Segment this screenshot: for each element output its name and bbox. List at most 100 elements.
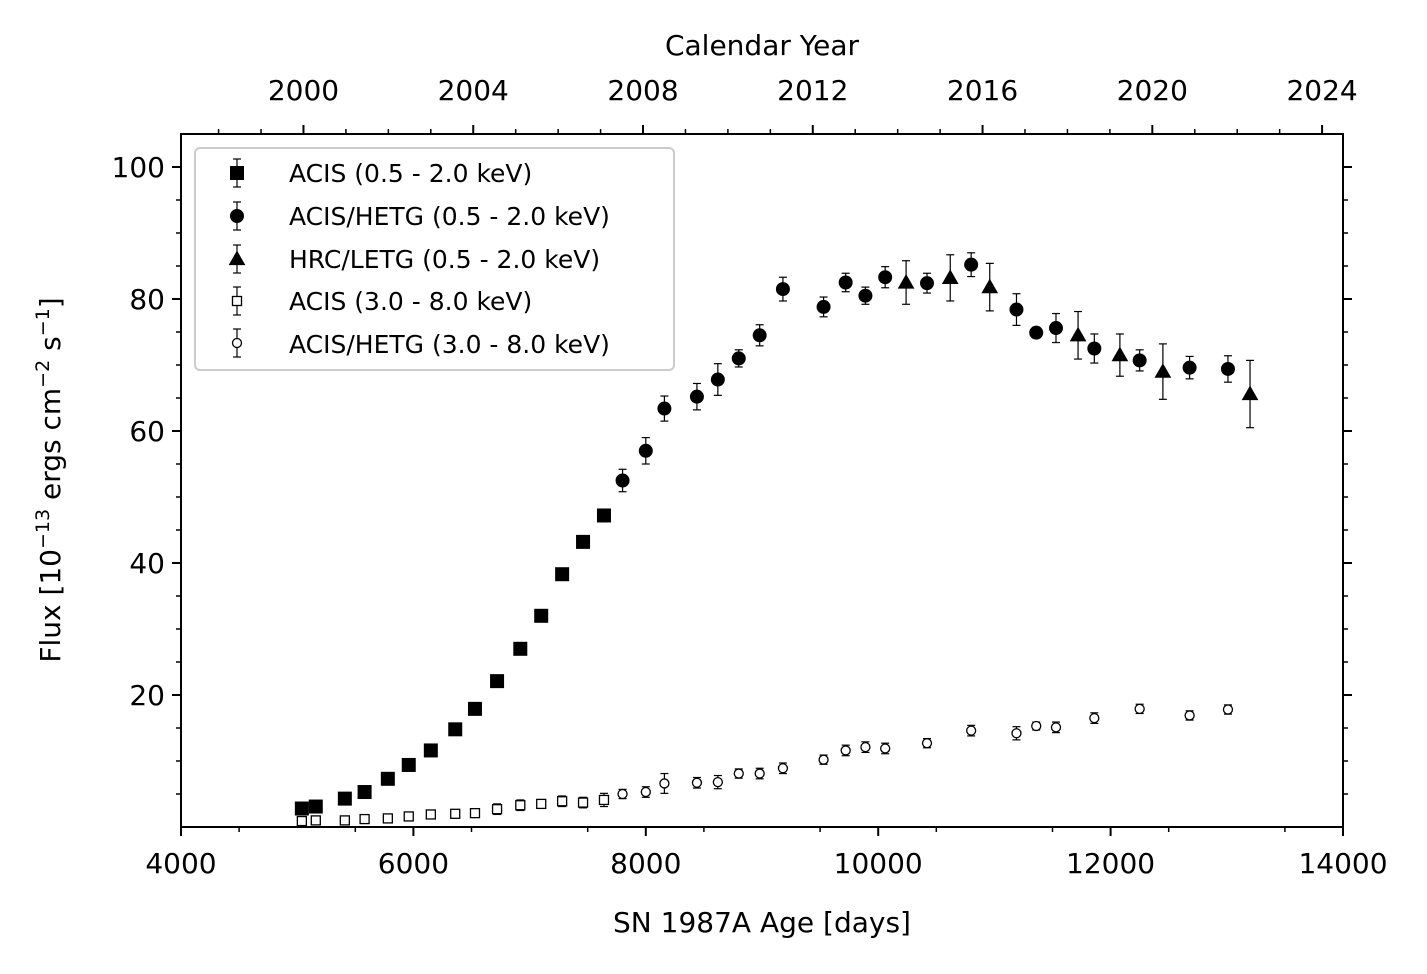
data-point	[1220, 361, 1235, 376]
data-point	[615, 473, 630, 488]
y-tick-label: 20	[129, 679, 165, 712]
data-point	[659, 778, 670, 789]
data-point	[981, 278, 999, 294]
legend-label-hetg-soft: ACIS/HETG (0.5 - 2.0 keV)	[289, 202, 610, 231]
data-point	[598, 794, 610, 806]
data-point	[467, 701, 482, 716]
data-point	[878, 270, 893, 285]
y-tick-label: 60	[129, 415, 165, 448]
x-tick-label: 6000	[378, 847, 449, 880]
data-point	[357, 785, 372, 800]
data-point	[359, 813, 370, 825]
data-point	[731, 351, 746, 366]
top-tick-label: 2020	[1117, 74, 1188, 107]
data-point	[966, 725, 977, 736]
data-point	[490, 674, 505, 689]
data-point	[752, 328, 767, 343]
top-tick-label: 2016	[947, 74, 1018, 107]
data-point	[337, 791, 352, 806]
x-tick-label: 4000	[145, 847, 216, 880]
data-point	[775, 282, 790, 297]
x-tick-label: 8000	[610, 847, 681, 880]
series-2	[897, 254, 1259, 429]
data-point	[754, 768, 765, 779]
y-axis-title: Flux [10−13 ergs cm−2 s−1]	[32, 297, 67, 662]
data-point	[401, 757, 416, 772]
legend-box	[194, 147, 675, 371]
top-tick-label: 2000	[268, 74, 339, 107]
data-point	[964, 257, 979, 272]
legend-label-acis-soft: ACIS (0.5 - 2.0 keV)	[289, 159, 532, 188]
legend-marker	[230, 209, 244, 223]
data-point	[1089, 712, 1100, 724]
data-point	[536, 798, 547, 810]
data-point	[555, 567, 570, 582]
data-point	[450, 808, 461, 819]
data-point	[640, 786, 651, 798]
legend-markers	[228, 158, 246, 358]
data-point	[733, 768, 744, 779]
series-1	[615, 252, 1235, 493]
y-tick-label: 100	[112, 151, 165, 184]
axis-ticks	[172, 125, 1352, 836]
data-point	[1011, 728, 1022, 739]
legend-marker	[228, 250, 246, 266]
x-tick-label: 12000	[1066, 847, 1155, 880]
data-point	[296, 815, 307, 827]
data-point	[638, 443, 653, 458]
top-tick-label: 2004	[438, 74, 509, 107]
data-point	[1031, 720, 1042, 732]
data-point	[596, 508, 611, 523]
data-point	[310, 815, 321, 826]
data-point	[576, 534, 591, 549]
legend-marker	[231, 295, 243, 307]
data-point	[880, 743, 891, 754]
data-point	[777, 763, 789, 774]
data-point	[691, 777, 703, 788]
data-point	[710, 372, 725, 387]
data-point	[1241, 385, 1259, 401]
data-point	[816, 299, 831, 314]
data-marks	[294, 252, 1259, 827]
plot-frame	[180, 133, 1344, 828]
data-point	[1182, 360, 1197, 375]
data-point	[1087, 341, 1102, 356]
data-point	[1184, 710, 1195, 721]
data-point	[1132, 353, 1147, 368]
x-tick-label: 14000	[1298, 847, 1387, 880]
data-point	[339, 815, 350, 826]
data-point	[689, 389, 704, 404]
legend: ACIS (0.5 - 2.0 keV) ACIS/HETG (0.5 - 2.…	[194, 147, 675, 371]
data-point	[1048, 321, 1063, 336]
legend-label-letg-soft: HRC/LETG (0.5 - 2.0 keV)	[289, 245, 600, 274]
data-point	[556, 796, 568, 807]
top-axis-title: Calendar Year	[665, 29, 860, 62]
data-point	[858, 288, 873, 303]
data-point	[840, 745, 851, 756]
data-point	[425, 809, 436, 820]
data-point	[515, 800, 526, 811]
data-point	[1069, 326, 1087, 342]
data-point	[1009, 302, 1024, 317]
data-point	[469, 807, 481, 819]
data-point	[1029, 325, 1044, 340]
data-point	[448, 722, 463, 737]
x-tick-label: 10000	[834, 847, 923, 880]
data-point	[403, 811, 414, 822]
data-point	[294, 801, 309, 816]
data-point	[838, 275, 853, 290]
y-tick-label: 40	[129, 547, 165, 580]
data-point	[380, 771, 395, 786]
series-0	[294, 508, 611, 816]
data-point	[941, 269, 959, 285]
data-point	[491, 804, 503, 815]
axis-tick-labels: 4000 6000 8000 10000 12000 14000 20 40 60 80 100 20…	[112, 74, 1388, 880]
data-point	[657, 401, 672, 416]
legend-marker	[231, 337, 243, 349]
data-point	[1154, 363, 1172, 378]
data-point	[1050, 722, 1062, 733]
data-point	[897, 273, 915, 289]
data-point	[534, 608, 549, 623]
data-point	[712, 776, 723, 788]
data-point	[860, 741, 871, 753]
